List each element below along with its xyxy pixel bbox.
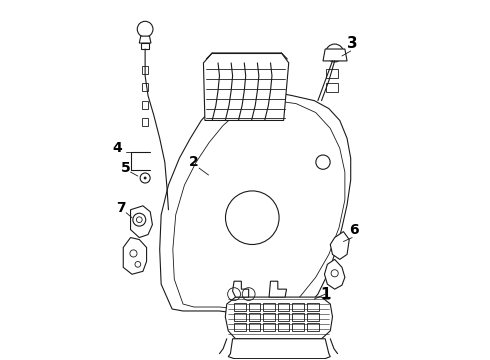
Text: 6: 6 — [349, 222, 359, 237]
Polygon shape — [278, 303, 290, 311]
Polygon shape — [263, 313, 275, 321]
Polygon shape — [228, 339, 330, 359]
Polygon shape — [139, 36, 151, 43]
Text: 5: 5 — [122, 161, 131, 175]
Polygon shape — [330, 231, 349, 260]
Polygon shape — [142, 66, 148, 74]
Polygon shape — [225, 297, 333, 339]
Polygon shape — [269, 281, 287, 297]
Polygon shape — [293, 323, 304, 331]
Polygon shape — [248, 313, 260, 321]
Polygon shape — [234, 303, 245, 311]
Polygon shape — [142, 43, 149, 49]
Polygon shape — [142, 100, 148, 109]
Text: 7: 7 — [116, 201, 126, 215]
Polygon shape — [123, 238, 147, 274]
Polygon shape — [234, 313, 245, 321]
Polygon shape — [130, 206, 152, 238]
Polygon shape — [326, 83, 338, 92]
Polygon shape — [263, 303, 275, 311]
Polygon shape — [293, 303, 304, 311]
Polygon shape — [323, 49, 347, 61]
Polygon shape — [234, 323, 245, 331]
Polygon shape — [307, 313, 318, 321]
Text: 1: 1 — [320, 287, 330, 302]
Polygon shape — [278, 313, 290, 321]
Polygon shape — [142, 118, 148, 126]
Text: 2: 2 — [189, 155, 199, 169]
Polygon shape — [233, 281, 248, 297]
Text: 3: 3 — [347, 36, 358, 50]
Polygon shape — [248, 323, 260, 331]
Polygon shape — [160, 89, 351, 321]
Polygon shape — [324, 260, 345, 289]
Polygon shape — [293, 313, 304, 321]
Text: 4: 4 — [113, 141, 122, 155]
Polygon shape — [307, 323, 318, 331]
Polygon shape — [263, 323, 275, 331]
Polygon shape — [248, 303, 260, 311]
Polygon shape — [278, 323, 290, 331]
Polygon shape — [203, 53, 289, 121]
Polygon shape — [307, 303, 318, 311]
Polygon shape — [142, 83, 148, 91]
Polygon shape — [326, 69, 338, 78]
Circle shape — [144, 177, 147, 179]
